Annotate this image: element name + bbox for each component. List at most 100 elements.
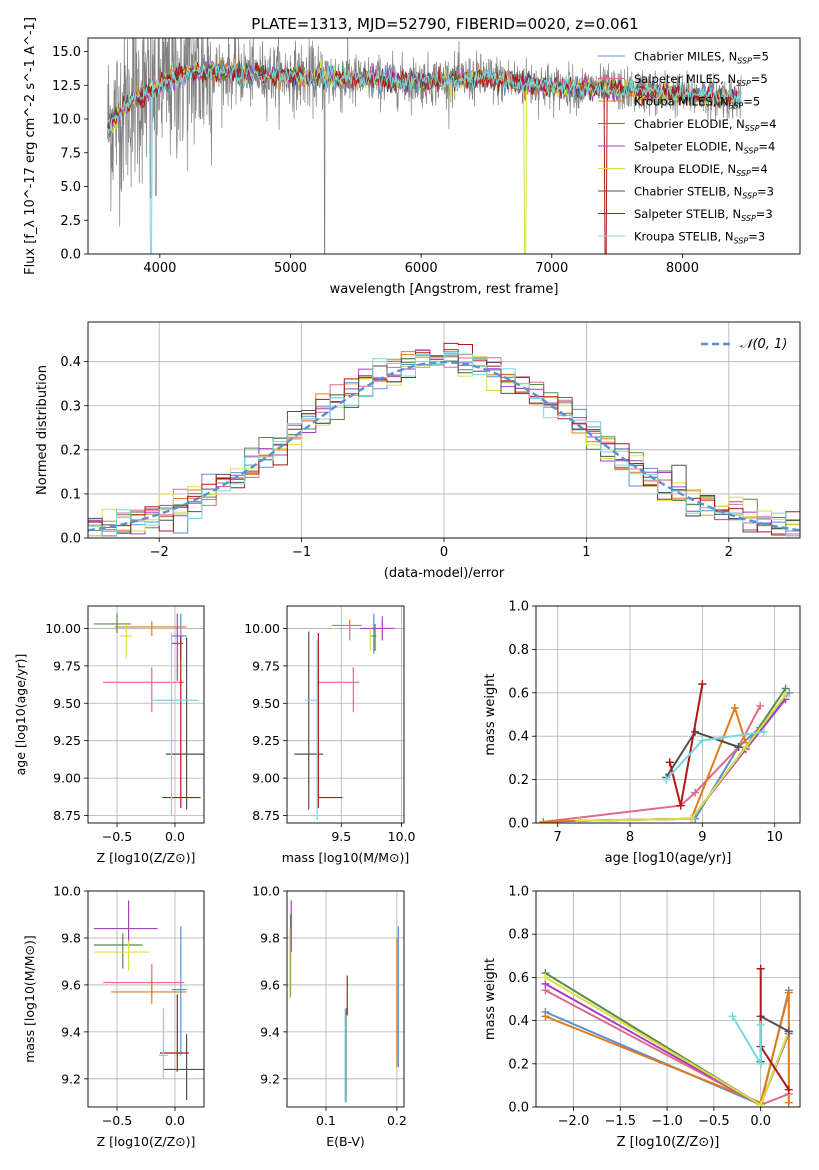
tick-label-y: 8.75	[252, 808, 280, 823]
tick-label-y: 8.75	[53, 808, 81, 823]
series-point-salpeter_miles	[691, 788, 700, 797]
spectrum-legend: Chabrier MILES, NSSP=5 Salpeter MILES, NS…	[598, 50, 776, 246]
tick-label-y: 0.2	[508, 773, 529, 788]
legend-subscript: SSP	[742, 192, 757, 201]
legend-value: =3	[748, 230, 765, 244]
legend-label-chabrier_miles: Chabrier MILES, NSSP=5	[634, 50, 769, 66]
normal-curve	[88, 360, 800, 532]
tick-label-y: 9.00	[252, 771, 280, 786]
series-point-kroupa_stelib	[756, 1059, 765, 1068]
legend-label-kroupa_elodie: Kroupa ELODIE, NSSP=4	[634, 162, 768, 178]
series-point-kroupa_stelib	[662, 775, 671, 784]
axis-label-y: Flux [f_λ 10^-17 erg cm^-2 s^-1 A^-1]	[23, 17, 38, 275]
legend-label-normal: 𝒩(0, 1)	[740, 337, 787, 352]
tick-label-y: 9.50	[53, 696, 81, 711]
axes-frame	[535, 605, 801, 824]
tick-label-y: 9.2	[61, 1071, 81, 1086]
legend-subscript: SSP	[737, 57, 752, 66]
tick-label-x: −1.5	[604, 1114, 636, 1129]
series-point-kroupa_stelib	[759, 727, 768, 736]
series-line-kroupa_miles	[545, 992, 790, 1105]
legend-value: =4	[751, 162, 768, 176]
tick-label-y: 0.4	[60, 355, 81, 370]
tick-label-y: 9.6	[260, 977, 280, 992]
legend-subscript: SSP	[736, 169, 751, 178]
tick-label-x: 1	[582, 545, 590, 560]
series-point-kroupa_elodie	[687, 814, 696, 823]
tick-label-y: 0.0	[60, 532, 81, 547]
panel-mass_vs_Z: −0.5 0.0 9.2 9.4 9.6 9.8 10.0 Z [log10(Z/Z⊙)] ma…	[22, 884, 205, 1149]
series-point-kroupa_elodie	[575, 816, 584, 823]
axis-label-x: E(B-V)	[326, 1134, 365, 1149]
legend-value: =4	[760, 117, 777, 131]
legend-value: =5	[751, 72, 768, 86]
axis-label-x: Z [log10(Z/Z⊙)]	[97, 1134, 196, 1149]
legend-subscript: SSP	[745, 124, 760, 133]
legend-label-salpeter_stelib: Salpeter STELIB, NSSP=3	[634, 207, 773, 223]
tick-label-y: 0.2	[60, 443, 81, 458]
legend-subscript: SSP	[729, 102, 744, 111]
axes-frame	[87, 37, 801, 255]
tick-label-x: 0.0	[750, 1114, 771, 1129]
axis-label-y: Normed distribution	[35, 365, 50, 495]
tick-label-y: 15.0	[52, 45, 81, 60]
plot-area-mass_vs_Z	[93, 900, 204, 1100]
tick-label-y: 10.00	[45, 621, 81, 636]
tick-label-y: 0.4	[508, 1014, 529, 1029]
tick-label-y: 9.4	[61, 1024, 81, 1039]
tick-label-y: 9.4	[260, 1024, 280, 1039]
axis-label-x: Z [log10(Z/Z⊙)]	[97, 850, 196, 865]
tick-label-x: −0.5	[698, 1114, 730, 1129]
tick-label-x: 7000	[535, 261, 568, 276]
figure-title: PLATE=1313, MJD=52790, FIBERID=0020, z=0…	[251, 15, 638, 33]
tick-label-y: 2.5	[60, 214, 81, 229]
tick-label-x: −1	[292, 545, 311, 560]
tick-label-y: 9.25	[53, 733, 81, 748]
series-point-kroupa_elodie	[741, 743, 750, 752]
tick-label-x: 2	[725, 545, 733, 560]
tick-label-y: 9.8	[61, 930, 81, 945]
tick-label-y: 10.0	[53, 884, 81, 899]
legend-label-salpeter_elodie: Salpeter ELODIE, NSSP=4	[634, 140, 775, 156]
axis-label-x: age [log10(age/yr)]	[605, 851, 732, 866]
series-point-salpeter_stelib	[698, 680, 707, 689]
tick-label-y: 0.8	[508, 928, 529, 943]
tick-label-y: 0.0	[508, 1101, 529, 1116]
tick-label-y: 9.75	[53, 658, 81, 673]
series-point-kroupa_miles	[541, 1012, 550, 1021]
tick-label-y: 9.25	[252, 733, 280, 748]
tick-label-y: 9.8	[260, 930, 280, 945]
series-point-chabrier_stelib	[784, 1027, 793, 1036]
legend-subscript: SSP	[736, 79, 751, 88]
axis-label-x: wavelength [Angstrom, rest frame]	[330, 282, 559, 297]
panel-mass_weight_vs_age: 7 8 9 10 0.0 0.2 0.4 0.6 0.8 1.0 age [log10(age/yr…	[483, 600, 801, 866]
panels: 4000 5000 6000 7000 80000.02.55.07.510.012.5…	[13, 17, 801, 1150]
tick-label-x: 0.0	[165, 1113, 185, 1128]
series-point-kroupa_elodie	[756, 1100, 765, 1107]
tick-label-y: 0.2	[508, 1057, 529, 1072]
tick-label-x: −2	[150, 545, 169, 560]
axis-label-y: mass [log10(M/M⊙)]	[22, 935, 37, 1063]
panel-mass_weight_vs_Z: −2.0 −1.5 −1.0 −0.5 0.0 0.0 0.2 0.4 0.6 0.8 1.0 Z […	[483, 885, 801, 1150]
tick-label-y: 1.0	[508, 885, 529, 900]
tick-label-x: 8	[626, 830, 634, 845]
axes-frame	[535, 890, 801, 1108]
tick-label-y: 1.0	[508, 600, 529, 615]
tick-label-x: 6000	[405, 261, 438, 276]
tick-label-x: −0.5	[102, 1113, 132, 1128]
axis-label-y: mass weight	[483, 673, 498, 755]
tick-label-x: 0	[440, 545, 448, 560]
tick-label-y: 9.00	[53, 771, 81, 786]
legend-value: =5	[752, 50, 769, 64]
axis-label-x: Z [log10(Z/Z⊙)]	[617, 1135, 720, 1150]
tick-label-y: 9.50	[252, 696, 280, 711]
histogram-step-kroupa_stelib	[88, 352, 800, 537]
tick-label-x: 7	[554, 830, 562, 845]
tick-label-x: −1.0	[651, 1114, 683, 1129]
legend-value: =3	[757, 185, 774, 199]
legend-subscript: SSP	[734, 237, 749, 246]
axes-frame	[286, 605, 405, 824]
plot-area-age_vs_mass	[294, 613, 395, 821]
axes-frame	[286, 890, 405, 1108]
